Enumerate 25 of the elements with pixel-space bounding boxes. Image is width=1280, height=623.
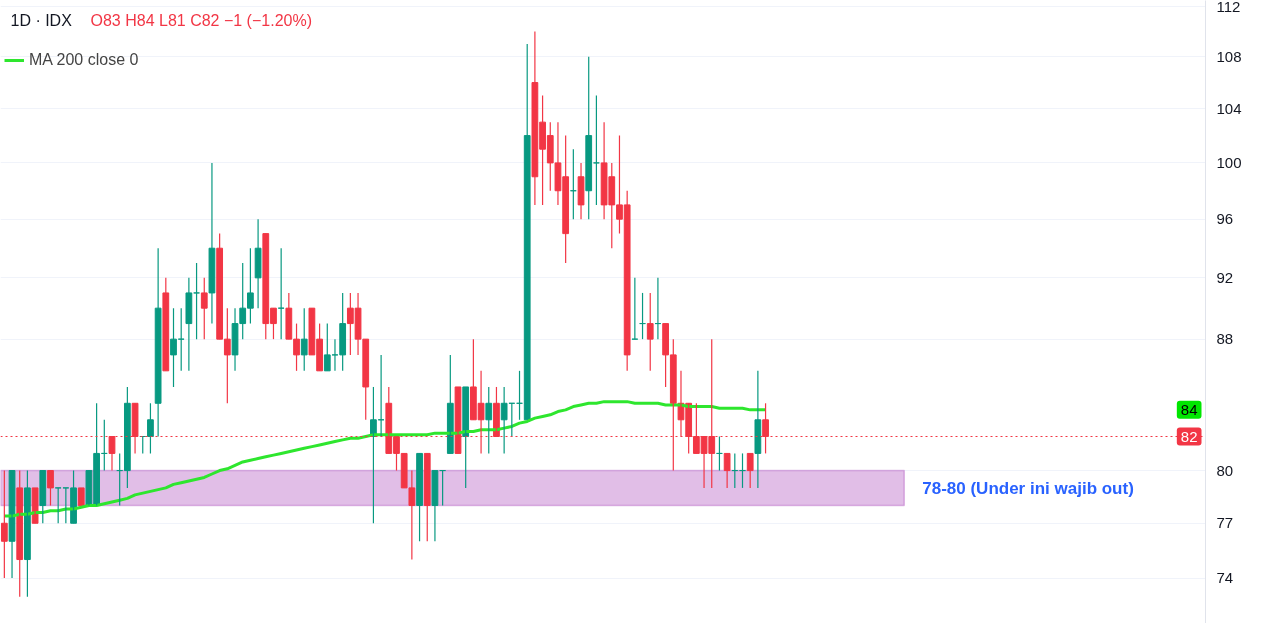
legend-label: MA 200 close 0 [29, 51, 139, 69]
candlestick [200, 277, 208, 340]
y-tick-label: 96 [1216, 210, 1234, 228]
candlestick [300, 307, 308, 372]
candlestick [47, 469, 54, 507]
y-tick-label: 77 [1216, 514, 1234, 532]
text: 84 [1180, 400, 1198, 418]
annotation: O83 H84 L81 C82 −1 (−1.20%) [90, 12, 312, 29]
y-tick-label: 80 [1216, 461, 1234, 479]
candlestick [39, 469, 47, 524]
text: 1D · IDX [10, 12, 73, 29]
candlestick [646, 292, 654, 372]
y-tick-label: 100 [1216, 153, 1242, 171]
y-tick-label: 74 [1216, 569, 1234, 587]
ref-line-label: 82 [1180, 427, 1198, 445]
line-series [2, 400, 768, 518]
y-tick-label: 112 [1216, 0, 1241, 15]
y-tick-label: 88 [1216, 330, 1234, 348]
y-tick-label: 104 [1216, 99, 1242, 117]
candlestick [54, 487, 62, 524]
y-tick-label: 108 [1216, 47, 1242, 65]
band-label: 78-80 (Under ini wajib out) [922, 478, 1134, 498]
candlestick [577, 162, 585, 220]
y-tick-label: 92 [1216, 268, 1234, 286]
candlestick [31, 487, 39, 524]
